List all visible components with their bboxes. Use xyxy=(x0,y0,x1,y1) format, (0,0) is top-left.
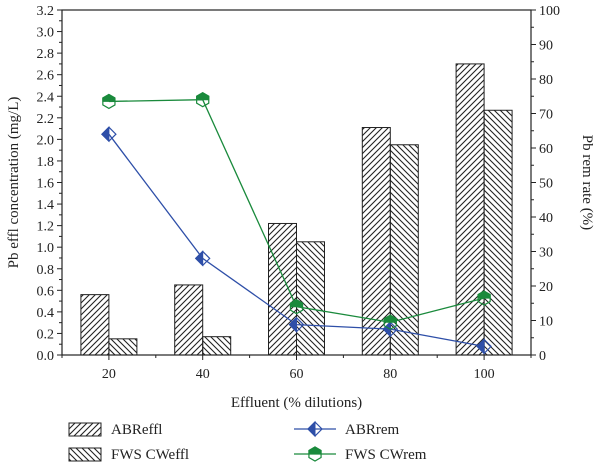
y-left-tick-label: 0.0 xyxy=(37,349,55,364)
legend-label-fws-cwrem: FWS CWrem xyxy=(345,447,427,463)
bar-fws-cweffl xyxy=(202,336,232,356)
marker-half-fill xyxy=(307,420,316,438)
y-left-tick-label: 0.6 xyxy=(37,284,55,299)
y-left-tick-label: 3.2 xyxy=(37,4,55,19)
y-left-tick-label: 2.6 xyxy=(37,69,55,84)
point-abrrem xyxy=(288,316,305,333)
marker-outline xyxy=(307,421,323,437)
legend-label-fws-cweffl: FWS CWeffl xyxy=(111,447,189,463)
legend-marker-abrrem xyxy=(307,420,323,438)
marker-outline xyxy=(289,299,304,315)
marker-outline xyxy=(477,290,491,306)
x-tick-label: 80 xyxy=(383,367,397,382)
point-fws-cwrem xyxy=(477,290,491,306)
y-right-tick-label: 100 xyxy=(539,4,560,19)
marker-outline xyxy=(194,250,211,267)
legend: ABReffl FWS CWeffl ABRrem FWS CWrem xyxy=(68,420,427,463)
bar-fws-cweffl xyxy=(108,338,138,356)
marker-half-fill xyxy=(308,446,322,455)
point-abrrem xyxy=(194,250,211,267)
y-left-tick-label: 2.4 xyxy=(37,90,55,105)
legend-label-abrrem: ABRrem xyxy=(345,422,399,438)
y-right-tick-label: 0 xyxy=(539,349,546,364)
plot-area: 0.0 0.2 0.4 0.6 0.8 1.0 1.2 1.4 1.6 1.8 2.0 2.2 2.4 2… xyxy=(6,4,595,411)
bar-abreffl xyxy=(80,294,110,356)
y-left-tick-label: 2.0 xyxy=(37,133,55,148)
y-left-tick-label: 2.2 xyxy=(37,112,55,127)
bar-fws-cweffl xyxy=(483,109,513,356)
bar-abreffl xyxy=(174,284,204,356)
y-left-tick-label: 1.8 xyxy=(37,155,55,170)
y-right-tick-label: 40 xyxy=(539,211,553,226)
y-right-tick-label: 80 xyxy=(539,73,553,88)
y-left-tick-label: 1.6 xyxy=(37,177,55,192)
legend-swatch-abreffl xyxy=(68,422,102,437)
legend-marker-fws-cwrem xyxy=(308,446,322,462)
y-right-tick-label: 90 xyxy=(539,39,553,54)
marker-outline xyxy=(196,92,210,108)
bar-fws-cweffl xyxy=(389,144,419,356)
y-left-tick-label: 1.0 xyxy=(37,241,55,256)
marker-outline xyxy=(288,316,305,333)
bar-abreffl xyxy=(361,127,391,356)
y-right-tick-label: 10 xyxy=(539,315,553,330)
point-abrrem xyxy=(476,338,492,355)
y-left-axis-label: Pb effl concentration (mg/L) xyxy=(6,97,22,269)
point-fws-cwrem xyxy=(383,314,397,330)
y-left-tick-label: 1.4 xyxy=(37,198,55,213)
marker-half-fill xyxy=(196,92,210,101)
marker-outline xyxy=(102,93,116,110)
point-fws-cwrem xyxy=(196,92,210,108)
point-fws-cwrem xyxy=(102,93,116,110)
marker-outline xyxy=(383,314,397,330)
marker-outline xyxy=(476,338,492,355)
bar-abreffl xyxy=(268,222,297,356)
bar-fws-cweffl xyxy=(296,241,325,356)
y-right-tick-label: 20 xyxy=(539,280,553,295)
marker-half-fill xyxy=(101,125,110,143)
y-left-tick-label: 0.4 xyxy=(37,306,55,321)
y-left-tick-label: 0.2 xyxy=(37,327,55,342)
x-tick-label: 60 xyxy=(290,367,304,382)
y-left-tick-label: 1.2 xyxy=(37,220,55,235)
y-left-tick-label: 2.8 xyxy=(37,47,55,62)
y-right-tick-label: 70 xyxy=(539,108,553,123)
x-tick-label: 40 xyxy=(196,367,210,382)
point-abrrem xyxy=(101,125,117,143)
y-right-axis-label: Pb rem rate (%) xyxy=(579,135,595,230)
legend-label-abreffl: ABReffl xyxy=(111,422,162,438)
legend-swatch-fws-cweffl xyxy=(68,447,102,462)
x-tick-label: 100 xyxy=(474,367,495,382)
y-right-tick-label: 50 xyxy=(539,177,553,192)
y-left-tick-label: 0.8 xyxy=(37,263,55,278)
marker-outline xyxy=(308,446,322,462)
marker-outline xyxy=(101,126,117,143)
point-fws-cwrem xyxy=(289,299,304,315)
x-axis-label: Effluent (% dilutions) xyxy=(231,395,362,411)
y-right-tick-label: 30 xyxy=(539,246,553,261)
x-tick-label: 20 xyxy=(102,367,116,382)
marker-half-fill xyxy=(102,93,116,102)
y-left-tick-label: 3.0 xyxy=(37,26,55,41)
y-right-tick-label: 60 xyxy=(539,142,553,157)
bar-abreffl xyxy=(455,63,485,356)
